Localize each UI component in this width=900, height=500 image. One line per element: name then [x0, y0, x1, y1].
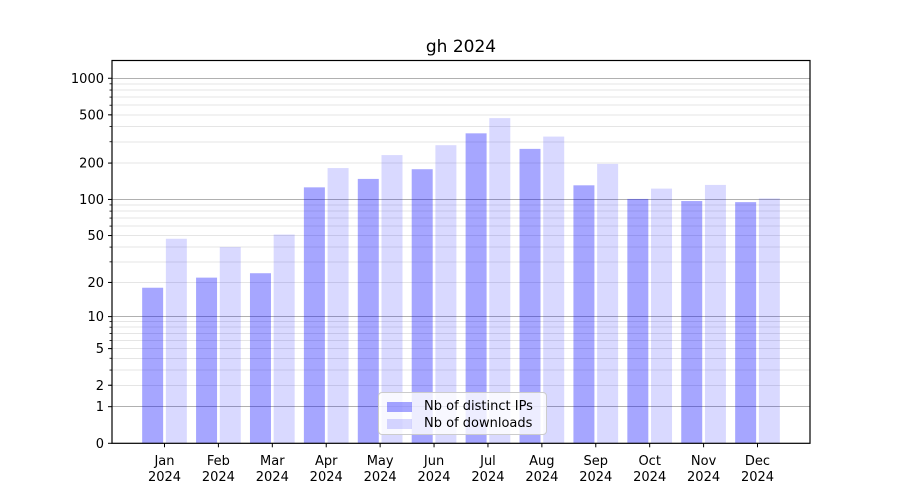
bar-nb-of-downloads-feb [219, 247, 241, 444]
bar-nb-of-distinct-ips-jan [142, 287, 164, 444]
bar-nb-of-downloads-jan [165, 238, 187, 444]
bar-nb-of-distinct-ips-sep [573, 185, 595, 444]
x-tick-label-year: 2024 [741, 470, 774, 485]
ticks-layer [108, 77, 758, 448]
bar-nb-of-distinct-ips-jul [465, 133, 487, 444]
bar-nb-of-downloads-apr [327, 168, 349, 444]
x-tick-label-year: 2024 [579, 470, 612, 485]
legend-label-downloads: Nb of downloads [424, 416, 533, 431]
x-tick-label-year: 2024 [525, 470, 558, 485]
x-tick-label-month: Jul [479, 454, 496, 469]
bar-nb-of-distinct-ips-may [357, 178, 379, 444]
x-tick-label-year: 2024 [471, 470, 504, 485]
x-tick-label-month: Dec [745, 454, 770, 469]
chart-title: gh 2024 [426, 37, 496, 57]
x-tick-label-month: Oct [638, 454, 660, 469]
legend-item-downloads: Nb of downloads [379, 415, 546, 432]
bar-nb-of-distinct-ips-aug [519, 148, 541, 444]
y-tick-label: 500 [79, 108, 104, 123]
bar-nb-of-downloads-oct [651, 188, 673, 444]
x-tick-label-year: 2024 [417, 470, 450, 485]
bar-nb-of-distinct-ips-jun [411, 169, 433, 444]
x-tick-label-month: Mar [260, 454, 285, 469]
grid-minor-layer [112, 83, 810, 386]
bars-layer [142, 118, 780, 444]
y-tick-label: 2 [96, 379, 104, 394]
x-tick-label-month: Sep [584, 454, 609, 469]
bar-nb-of-downloads-dec [758, 198, 780, 444]
bar-nb-of-downloads-sep [597, 163, 619, 444]
x-tick-label-month: May [367, 454, 394, 469]
bar-nb-of-distinct-ips-nov [681, 201, 703, 444]
x-tick-label-year: 2024 [256, 470, 289, 485]
axes-layer [111, 59, 811, 444]
x-tick-label-year: 2024 [310, 470, 343, 485]
y-tick-label: 50 [87, 229, 104, 244]
plot-border [111, 59, 811, 444]
y-tick-label: 1000 [71, 72, 104, 87]
bar-nb-of-distinct-ips-mar [249, 273, 271, 444]
bar-nb-of-distinct-ips-oct [627, 198, 649, 444]
y-tick-label: 10 [87, 310, 104, 325]
x-tick-label-month: Nov [691, 454, 717, 469]
bar-nb-of-downloads-jul [489, 118, 511, 444]
y-tick-label: 20 [87, 276, 104, 291]
x-tick-label-month: Feb [207, 454, 230, 469]
y-tick-label: 1 [96, 400, 104, 415]
legend-item-distinct-ips: Nb of distinct IPs [379, 398, 546, 415]
y-tick-label: 100 [79, 193, 104, 208]
legend: Nb of distinct IPs Nb of downloads [378, 392, 547, 435]
y-tick-label: 0 [96, 437, 104, 452]
x-tick-label-month: Jan [153, 454, 174, 469]
x-tick-label-month: Aug [529, 454, 554, 469]
bar-nb-of-downloads-nov [704, 184, 726, 444]
legend-swatch-downloads [387, 418, 412, 429]
legend-label-distinct-ips: Nb of distinct IPs [424, 399, 533, 414]
tick-labels-layer: 01251020501002005001000Jan2024Feb2024Mar… [71, 72, 774, 485]
bar-nb-of-downloads-aug [543, 136, 565, 444]
bar-nb-of-downloads-mar [273, 234, 295, 444]
bar-nb-of-distinct-ips-apr [303, 187, 325, 444]
bar-nb-of-distinct-ips-dec [735, 202, 757, 444]
x-tick-label-year: 2024 [202, 470, 235, 485]
y-tick-label: 200 [79, 157, 104, 172]
x-tick-label-year: 2024 [364, 470, 397, 485]
x-tick-label-year: 2024 [633, 470, 666, 485]
x-tick-label-year: 2024 [148, 470, 181, 485]
legend-swatch-distinct-ips [387, 401, 412, 412]
x-tick-label-month: Apr [315, 454, 338, 469]
bar-nb-of-distinct-ips-feb [196, 277, 218, 444]
bar-nb-of-downloads-jun [435, 145, 457, 444]
x-tick-label-year: 2024 [687, 470, 720, 485]
y-tick-label: 5 [96, 342, 104, 357]
bar-nb-of-downloads-may [381, 155, 403, 444]
x-tick-label-month: Jun [423, 454, 444, 469]
